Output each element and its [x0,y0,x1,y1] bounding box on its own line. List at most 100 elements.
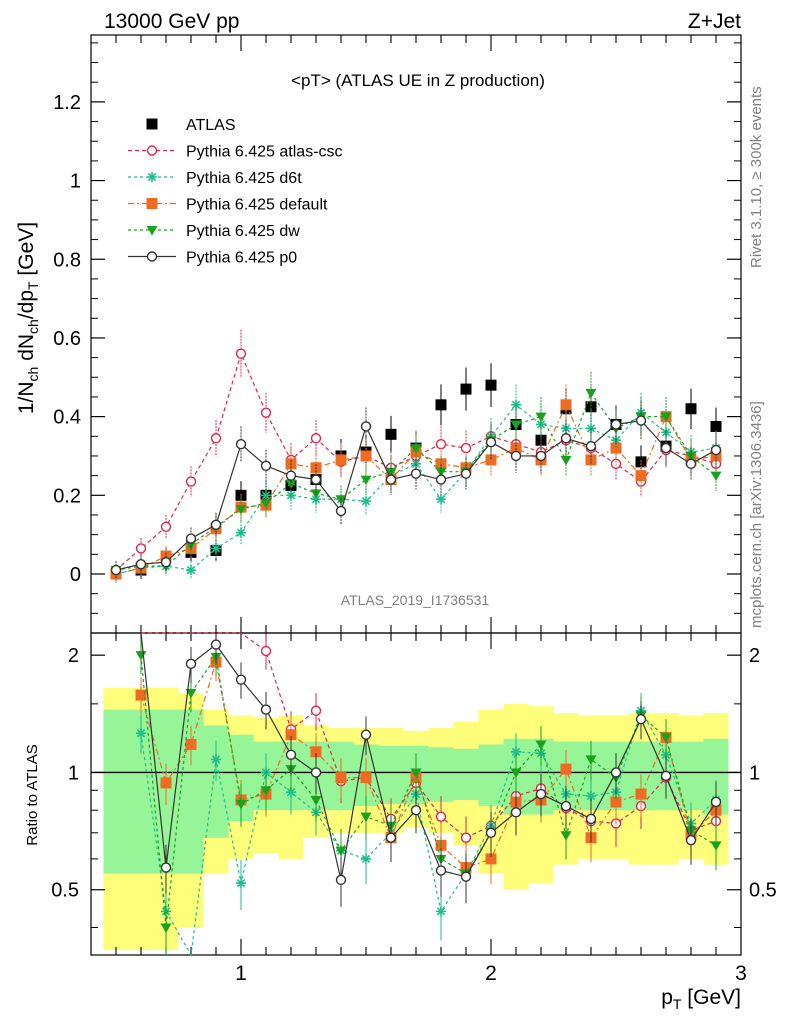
ratio-y-tick-label: 0.5 [51,880,79,902]
data-point [435,399,447,411]
ratio-point [436,906,446,917]
ratio-point [135,689,147,701]
legend-entry: ATLAS [146,117,236,134]
data-point [361,496,371,507]
data-point [310,489,322,499]
data-point [560,399,572,411]
ratio-point [310,705,322,716]
data-point [535,412,547,423]
ratio-point [586,791,596,802]
data-point [211,543,221,554]
data-point [685,458,697,470]
legend-label: Pythia 6.425 p0 [186,250,297,267]
data-point [110,564,122,576]
ratio-point [260,786,272,796]
data-point [310,433,322,444]
legend-label: Pythia 6.425 d6t [186,170,302,187]
data-point [485,379,497,391]
data-point [335,495,347,505]
data-point [460,442,472,454]
main-axes: 0 0.2 0.4 0.6 0.8 1 1.2 [53,35,741,633]
ratio-point [410,768,422,778]
data-point [685,403,697,415]
ratio-series-pythia-6-425-p0 [140,632,722,907]
ratio-y-tick-label: 2 [68,645,79,667]
ratio-point [560,800,572,812]
data-point [160,556,172,568]
data-point [535,450,547,462]
ratio-point [585,755,597,765]
data-point [385,474,397,485]
ratio-point [385,832,397,843]
data-point [285,470,297,481]
ratio-point [610,796,622,808]
ratio-point [335,846,347,857]
legend-label: Pythia 6.425 default [186,197,328,214]
ratio-point [635,788,647,800]
data-point [410,468,422,479]
ratio-point [585,813,597,825]
ratio-point [485,827,497,839]
legend-entry: Pythia 6.425 default [128,197,328,214]
data-point [210,519,222,531]
data-point [360,421,372,432]
data-point [660,442,672,454]
data-point [436,494,446,505]
data-point [485,454,497,466]
data-point [710,444,722,456]
data-point [560,455,572,466]
ratio-point [185,738,197,750]
data-point [510,420,522,430]
rivet-version-label: Rivet 3.1.10, ≥ 300k events [748,86,765,268]
ratio-point [460,871,472,882]
ratio-point [660,733,672,743]
ratio-point [685,835,697,846]
data-point [586,423,596,434]
data-point [410,444,422,454]
data-point [310,474,322,485]
legend-label: Pythia 6.425 dw [186,223,300,240]
ratio-point [310,767,322,778]
ratio-y-axis-label: Ratio to ATLAS [24,744,41,845]
data-point [485,436,497,448]
data-point [435,467,447,478]
data-point [585,440,597,452]
ratio-series-line [140,632,717,881]
data-point [435,438,447,450]
data-point [286,490,296,501]
data-point [186,565,196,576]
ratio-point [511,746,521,757]
ratio-axes: 0.5 0.5 1 1 2 2 1 2 3 [51,633,777,985]
data-point [360,450,372,462]
data-point [236,527,246,538]
data-point [235,438,247,450]
legend: ATLAS Pythia 6.425 atlas-csc Pythia 6.425 … [128,117,343,267]
ratio-point [510,807,522,818]
ratio-point [710,796,722,808]
data-point [635,470,647,482]
legend-entry: Pythia 6.425 p0 [128,250,297,267]
ratio-point [435,865,447,876]
main-series-layer [110,329,722,583]
data-point [510,450,522,462]
data-point [460,468,472,479]
data-point [210,433,222,444]
y-tick-label: 0 [70,564,81,586]
data-point [385,467,397,478]
legend-marker [146,251,158,262]
ratio-point [310,795,322,806]
ratio-point [285,729,297,741]
data-point [660,412,672,423]
ratio-y-tick-label-right: 2 [749,645,760,667]
ratio-point [211,754,221,765]
data-point [561,423,571,434]
legend-label: Pythia 6.425 atlas-csc [186,144,343,161]
data-point [585,401,597,413]
ratio-point [360,729,372,740]
ratio-stat-band [103,709,129,874]
ratio-point [136,728,146,739]
data-point [635,415,647,426]
ratio-point [560,831,572,841]
data-point [560,433,572,444]
ratio-point [235,674,247,685]
